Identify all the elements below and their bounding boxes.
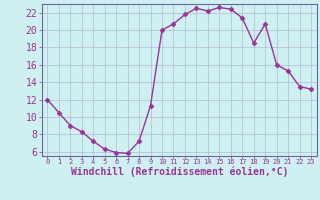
X-axis label: Windchill (Refroidissement éolien,°C): Windchill (Refroidissement éolien,°C) [70, 166, 288, 177]
